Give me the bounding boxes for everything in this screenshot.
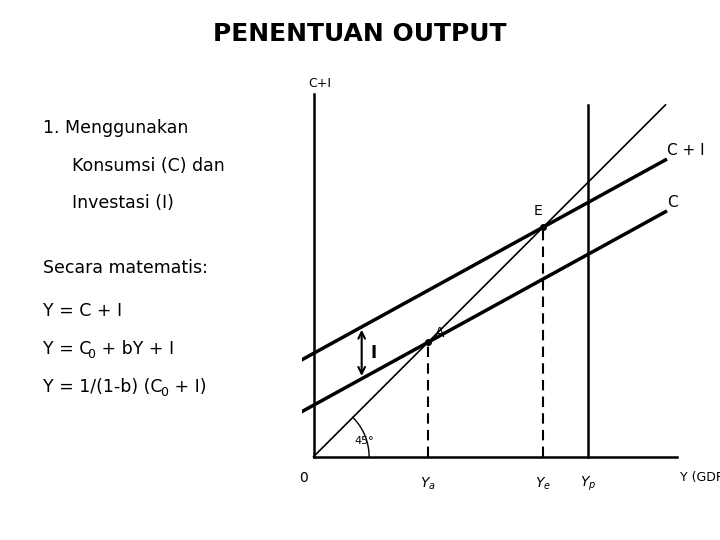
- Text: C: C: [667, 195, 678, 210]
- Text: Investasi (I): Investasi (I): [72, 194, 174, 212]
- Text: Y = C: Y = C: [43, 340, 91, 358]
- Text: A: A: [436, 327, 445, 340]
- Text: C + I: C + I: [667, 143, 705, 158]
- Text: I: I: [371, 344, 377, 362]
- Text: $Y_e$: $Y_e$: [535, 475, 552, 491]
- Text: Konsumsi (C) dan: Konsumsi (C) dan: [72, 157, 225, 174]
- Text: $Y_a$: $Y_a$: [420, 475, 436, 491]
- Text: + bY + I: + bY + I: [96, 340, 174, 358]
- Text: 0: 0: [161, 386, 168, 399]
- Text: Y (GDP): Y (GDP): [680, 471, 720, 484]
- Text: + I): + I): [169, 378, 207, 396]
- Text: 1. Menggunakan: 1. Menggunakan: [43, 119, 189, 137]
- Text: 0: 0: [300, 471, 308, 485]
- Text: Y = 1/(1-b) (C: Y = 1/(1-b) (C: [43, 378, 163, 396]
- Text: Secara matematis:: Secara matematis:: [43, 259, 208, 277]
- Text: 0: 0: [87, 348, 95, 361]
- Text: $Y_p$: $Y_p$: [580, 475, 595, 494]
- Text: C+I: C+I: [308, 77, 331, 90]
- Text: 45°: 45°: [354, 436, 374, 446]
- Text: Y = C + I: Y = C + I: [43, 302, 122, 320]
- Text: PENENTUAN OUTPUT: PENENTUAN OUTPUT: [213, 22, 507, 45]
- Text: E: E: [534, 204, 542, 218]
